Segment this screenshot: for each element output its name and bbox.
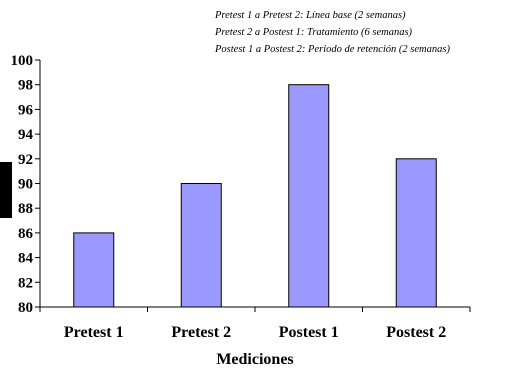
x-axis-title: Mediciones [216, 351, 293, 368]
bar-postest-1 [288, 84, 330, 308]
bars-group [73, 84, 437, 308]
y-tick-label: 96 [18, 102, 34, 118]
y-tick-label: 88 [18, 201, 33, 217]
y-tick-label: 82 [18, 275, 33, 291]
x-category-label: Postest 1 [279, 324, 339, 341]
bar-pretest-2 [180, 183, 222, 308]
y-tick-label: 98 [18, 78, 33, 94]
note-line-1: Pretest 1 a Pretest 2: Línea base (2 sem… [215, 10, 406, 21]
x-category-label: Postest 2 [386, 324, 446, 341]
y-tick-label: 90 [18, 177, 33, 193]
y-tick-label: 100 [11, 53, 34, 69]
y-tick-label: 92 [18, 152, 33, 168]
y-tick-label: 94 [18, 127, 34, 143]
x-category-label: Pretest 1 [64, 324, 124, 341]
note-line-3: Postest 1 a Postest 2: Periodo de retenc… [215, 44, 450, 55]
bar-pretest-1 [73, 232, 115, 308]
side-black-block [0, 162, 12, 218]
bar-postest-2 [395, 158, 437, 308]
note-line-2: Pretest 2 a Postest 1: Tratamiento (6 se… [215, 27, 413, 38]
x-category-label: Pretest 2 [171, 324, 231, 341]
y-axis-ticks: 80 82 84 86 88 90 92 94 96 98 100 [11, 53, 40, 316]
x-axis-ticks: Pretest 1 Pretest 2 Postest 1 Postest 2 [39, 307, 471, 341]
y-tick-label: 80 [18, 300, 33, 316]
y-tick-label: 86 [18, 226, 34, 242]
y-tick-label: 84 [18, 251, 34, 267]
